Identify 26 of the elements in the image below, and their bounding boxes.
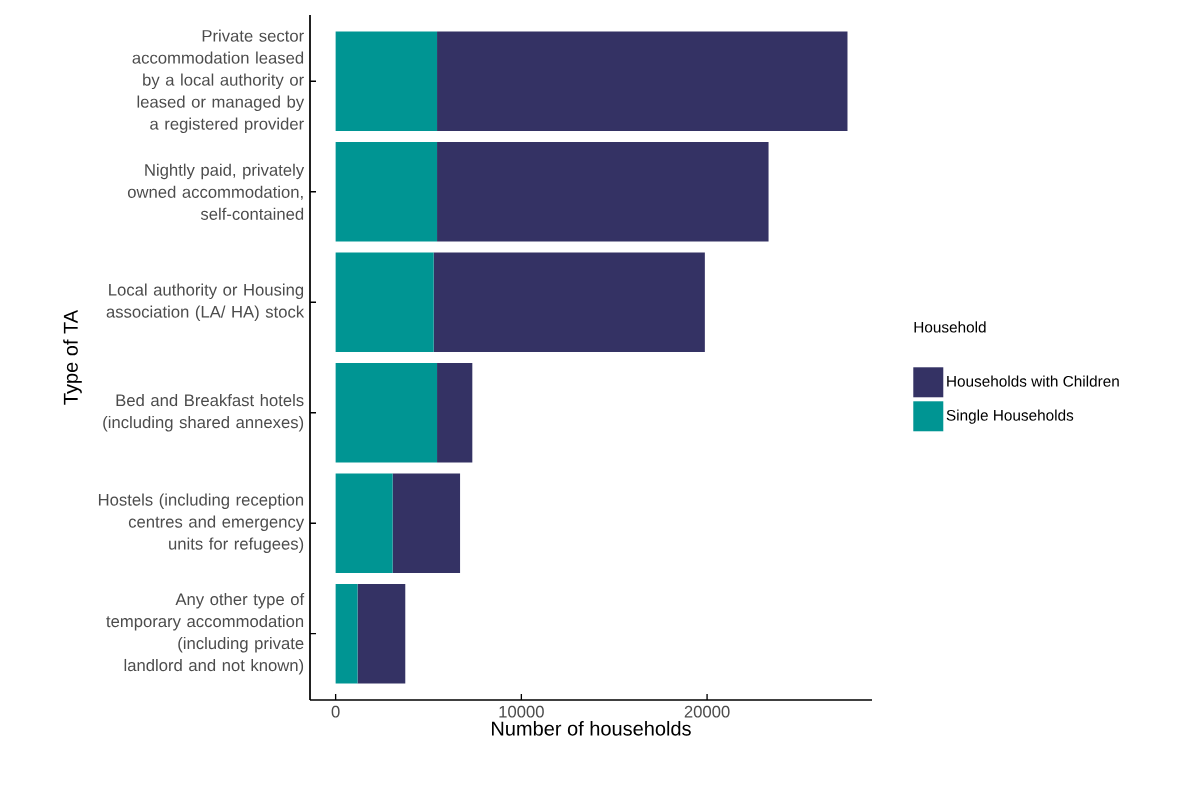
bar [437, 363, 473, 463]
bar [335, 142, 438, 242]
bar [392, 473, 461, 573]
bar [433, 252, 705, 352]
legend-title: Household [914, 321, 986, 333]
bar [335, 31, 438, 132]
y-axis-title: Type of TA [63, 309, 82, 405]
bar [335, 473, 393, 573]
legend-label: Households with Children [947, 375, 1119, 387]
bar [335, 363, 438, 463]
y-tick-label: Bed and Breakfast hotels (including shared annexes) [103, 393, 304, 432]
y-tick-label: Nightly paid, privately owned accommodation, self-contained [127, 163, 305, 220]
x-tick-label: 0 [331, 705, 340, 718]
y-tick-label: Local authority or Housing association (LA/ HA) stock [106, 283, 305, 322]
x-axis-title: Number of households [492, 720, 691, 736]
bar [335, 583, 358, 684]
bar [335, 252, 434, 352]
y-tick-label: Any other type of temporary accommodation (including private landlord and not known) [106, 592, 305, 675]
bar [437, 31, 848, 132]
x-tick-label: 10000 [499, 705, 544, 718]
bar [357, 583, 406, 684]
y-tick-label: Private sector accommodation leased by a local authority or leased or managed by a registered provider [132, 29, 305, 134]
x-tick-label: 20000 [684, 705, 730, 718]
legend-label: Single Households [946, 409, 1074, 424]
bar [437, 142, 769, 242]
y-tick-label: Hostels (including reception centres and emergency units for refugees) [98, 493, 305, 553]
